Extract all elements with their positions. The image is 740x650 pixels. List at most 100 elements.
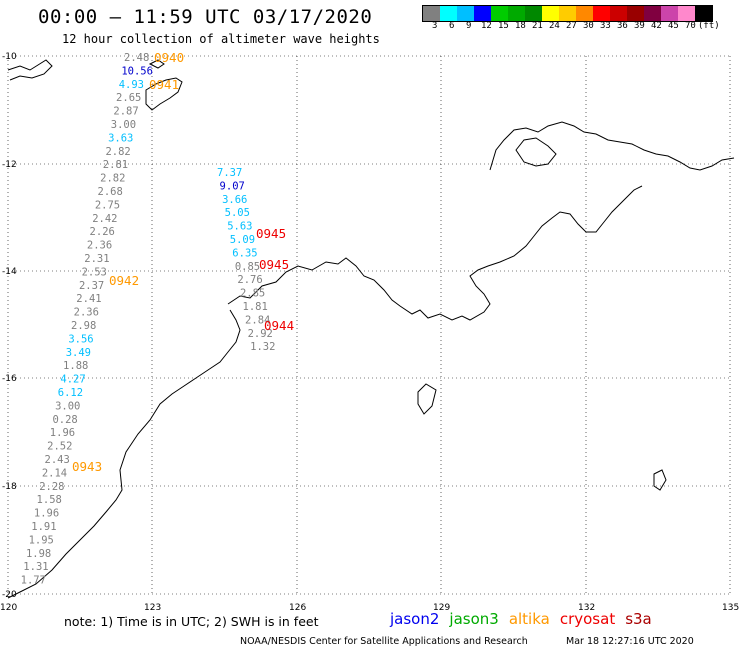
wave-height-value: 3.00 [55,400,80,412]
wave-height-values: 2.4810.564.932.652.873.003.632.822.812.8… [21,52,276,587]
longitude-label: 135 [722,603,739,613]
longitude-label: 126 [289,603,306,613]
legend-swatch [661,6,678,21]
coastline-island-tiny [148,59,165,69]
legend-swatch [440,6,457,21]
legend-label: 45 [668,21,679,31]
legend-swatch [474,6,491,21]
latitude-label: -20 [2,590,17,600]
wave-height-value: 2.43 [45,454,70,466]
satellite-legend-cryosat: cryosat [559,610,616,628]
legend-swatch [695,6,712,21]
legend-label: 12 [481,21,492,31]
longitude-label: 120 [0,603,17,613]
wave-height-value: 2.81 [103,159,128,171]
wave-height-value: 4.27 [60,374,85,386]
legend-swatch [457,6,474,21]
wave-height-value: 2.28 [39,481,64,493]
wave-height-value: 0.28 [52,414,77,426]
wave-height-value: 6.35 [232,247,257,259]
legend-label: 24 [549,21,560,31]
legend-label: 27 [566,21,577,31]
legend-swatch [576,6,593,21]
legend-swatch [559,6,576,21]
latitude-label: -18 [2,482,17,492]
longitude-label: 129 [433,603,450,613]
wave-height-value: 9.07 [220,180,245,192]
wave-height-value: 1.96 [34,508,59,520]
wave-height-value: 2.92 [248,328,273,340]
wave-height-value: 2.65 [116,92,141,104]
pass-time-label: 0943 [72,459,102,474]
axis-tick-labels: -10 -12 -14 -16 -18 -20 120 123 126 129 132 135 [0,52,739,613]
coastline-island-east [653,469,667,491]
legend-swatch [644,6,661,21]
wave-height-value: 6.12 [58,387,83,399]
color-legend [422,5,713,22]
wave-height-value: 10.56 [121,65,153,77]
legend-label: 18 [515,21,526,31]
pass-time-label: 0945 [259,257,289,272]
wave-height-value: 5.63 [227,221,252,233]
pass-time-labels: 0940 0941 0942 0943 0945 0945 0944 [72,50,294,474]
wave-height-value: 2.52 [47,441,72,453]
wave-height-value: 2.87 [113,106,138,118]
wave-height-value: 2.98 [71,320,96,332]
wave-height-value: 3.00 [111,119,136,131]
pass-time-label: 0940 [154,50,184,65]
wave-height-value: 3.66 [222,194,247,206]
wave-height-value: 2.82 [105,146,130,158]
legend-label: 39 [634,21,645,31]
wave-height-value: 2.48 [124,52,149,64]
footer-credit: NOAA/NESDIS Center for Satellite Applica… [240,636,528,647]
wave-height-value: 2.41 [76,293,101,305]
wave-height-value: 2.42 [92,213,117,225]
chart-subtitle: 12 hour collection of altimeter wave hei… [62,32,380,46]
wave-height-value: 2.14 [42,467,67,479]
pass-time-label: 0945 [256,226,286,241]
coastline-melville [515,137,557,167]
longitude-label: 132 [578,603,595,613]
legend-swatch [678,6,695,21]
legend-label: 21 [532,21,543,31]
wave-height-value: 2.37 [79,280,104,292]
wave-height-value: 2.36 [87,240,112,252]
legend-swatch [525,6,542,21]
wave-height-value: 2.82 [100,173,125,185]
pass-time-label: 0942 [109,273,139,288]
wave-height-value: 3.49 [66,347,91,359]
satellite-legend-jason2: jason2 [390,610,440,628]
chart-title: 00:00 – 11:59 UTC 03/17/2020 [38,6,373,28]
wave-height-value: 4.93 [119,79,144,91]
legend-label: 70 [685,21,696,31]
wave-height-value: 2.68 [98,186,123,198]
legend-label: 33 [600,21,611,31]
latitude-label: -10 [2,52,17,62]
coastline-island-north [145,77,183,111]
wave-height-value: 2.36 [74,307,99,319]
legend-swatch [627,6,644,21]
latitude-label: -12 [2,160,17,170]
footer-timestamp: Mar 18 12:27:16 UTC 2020 [566,636,694,647]
wave-height-value: 2.53 [82,266,107,278]
wave-height-value: 1.77 [21,575,46,587]
wave-height-value: 7.37 [217,167,242,179]
wave-height-value: 2.31 [84,253,109,265]
wave-height-value: 1.95 [29,534,54,546]
wave-height-value: 5.05 [225,207,250,219]
wave-height-value: 1.58 [37,494,62,506]
wave-height-value: 1.31 [23,561,48,573]
wave-height-value: 1.91 [31,521,56,533]
longitude-label: 123 [144,603,161,613]
graticule [7,55,731,595]
legend-swatch [542,6,559,21]
wave-height-value: 1.96 [50,427,75,439]
coastline-island-small [417,383,437,415]
satellite-legend-altika: altika [508,610,550,628]
pass-time-label: 0944 [264,318,294,333]
coastline-western-australia [7,309,241,599]
legend-label: 9 [466,21,472,31]
wave-height-value: 1.88 [63,360,88,372]
wave-height-value: 1.32 [250,341,275,353]
legend-label: 6 [449,21,455,31]
